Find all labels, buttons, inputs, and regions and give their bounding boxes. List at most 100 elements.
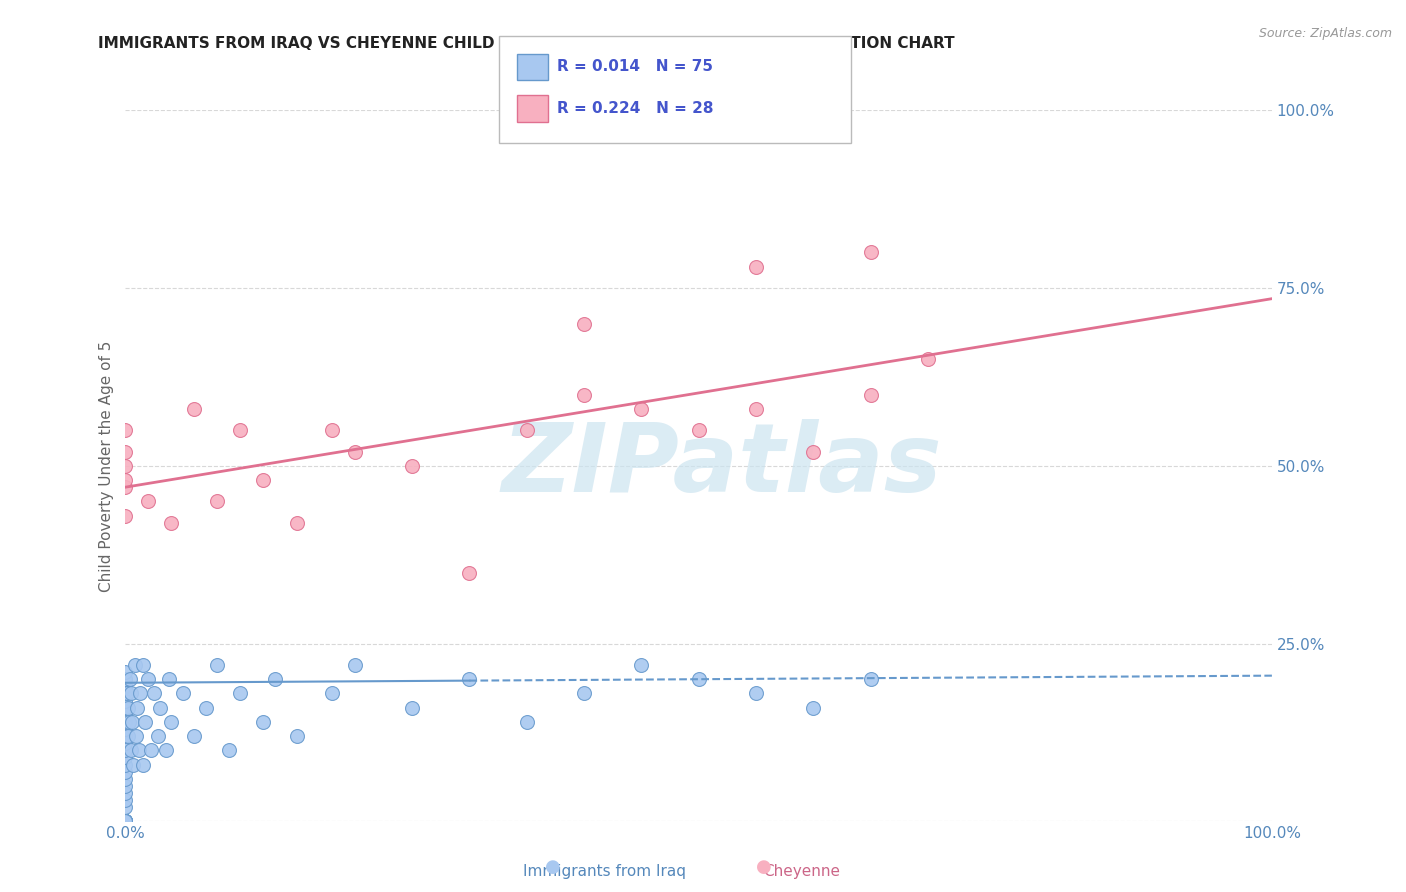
Point (114, 814, 136, 829)
Point (572, 387, 595, 401)
Point (229, 686, 252, 700)
Point (572, 686, 595, 700)
Point (343, 657, 366, 672)
Point (114, 722, 136, 736)
Point (114, 793, 136, 807)
Point (114, 814, 136, 829)
Point (114, 814, 136, 829)
Point (114, 473, 136, 487)
Point (114, 700, 136, 714)
Point (114, 480, 136, 494)
Point (218, 743, 240, 757)
Point (859, 387, 882, 401)
Point (401, 700, 423, 714)
Text: ZIPatlas: ZIPatlas (502, 419, 942, 512)
Point (343, 444, 366, 458)
Point (114, 729, 136, 743)
Point (124, 657, 146, 672)
Text: Immigrants from Iraq: Immigrants from Iraq (523, 863, 686, 879)
Point (172, 686, 194, 700)
Point (146, 729, 169, 743)
Point (114, 800, 136, 814)
Point (120, 743, 142, 757)
Point (205, 494, 228, 508)
Point (121, 714, 143, 729)
Point (114, 786, 136, 800)
Point (160, 516, 183, 530)
Point (859, 245, 882, 260)
Point (458, 672, 481, 686)
Point (125, 700, 148, 714)
Point (688, 423, 710, 437)
Point (114, 736, 136, 750)
Point (143, 686, 166, 700)
Text: Source: ZipAtlas.com: Source: ZipAtlas.com (1258, 27, 1392, 40)
Point (801, 700, 824, 714)
Point (129, 686, 152, 700)
Point (229, 423, 252, 437)
Point (114, 707, 136, 722)
Point (155, 743, 177, 757)
Point (114, 764, 136, 779)
Point (114, 679, 136, 693)
Point (114, 772, 136, 786)
Point (114, 814, 136, 829)
Point (114, 750, 136, 764)
Point (183, 401, 205, 416)
Text: R = 0.014   N = 75: R = 0.014 N = 75 (557, 60, 713, 74)
Text: ●: ● (755, 858, 772, 876)
Point (114, 508, 136, 523)
Point (287, 729, 309, 743)
Text: ●: ● (544, 858, 561, 876)
Point (122, 757, 145, 772)
Point (118, 714, 141, 729)
Point (134, 714, 156, 729)
Point (114, 779, 136, 793)
Point (120, 672, 142, 686)
Point (859, 672, 882, 686)
Y-axis label: Child Poverty Under the Age of 5: Child Poverty Under the Age of 5 (100, 340, 114, 591)
Point (458, 566, 481, 580)
Point (630, 657, 652, 672)
Point (117, 729, 139, 743)
Point (321, 423, 343, 437)
Point (157, 672, 180, 686)
Point (117, 700, 139, 714)
Text: R = 0.224   N = 28: R = 0.224 N = 28 (557, 102, 713, 116)
Point (745, 686, 768, 700)
Point (114, 444, 136, 458)
Point (516, 714, 538, 729)
Point (138, 672, 160, 686)
Point (801, 444, 824, 458)
Point (114, 665, 136, 679)
Point (114, 814, 136, 829)
Point (745, 401, 768, 416)
Point (131, 757, 153, 772)
Point (139, 743, 162, 757)
Point (252, 714, 274, 729)
Point (321, 686, 343, 700)
Point (572, 317, 595, 331)
Point (114, 757, 136, 772)
Point (114, 423, 136, 437)
Point (114, 693, 136, 707)
Point (114, 458, 136, 473)
Point (128, 743, 150, 757)
Point (205, 657, 228, 672)
Point (138, 494, 160, 508)
Point (630, 401, 652, 416)
Point (516, 423, 538, 437)
Point (194, 700, 217, 714)
Point (114, 814, 136, 829)
Point (131, 657, 153, 672)
Point (252, 473, 274, 487)
Point (401, 458, 423, 473)
Point (688, 672, 710, 686)
Point (114, 814, 136, 829)
Point (745, 260, 768, 274)
Point (114, 714, 136, 729)
Point (114, 672, 136, 686)
Point (114, 814, 136, 829)
Point (120, 686, 142, 700)
Text: Cheyenne: Cheyenne (763, 863, 839, 879)
